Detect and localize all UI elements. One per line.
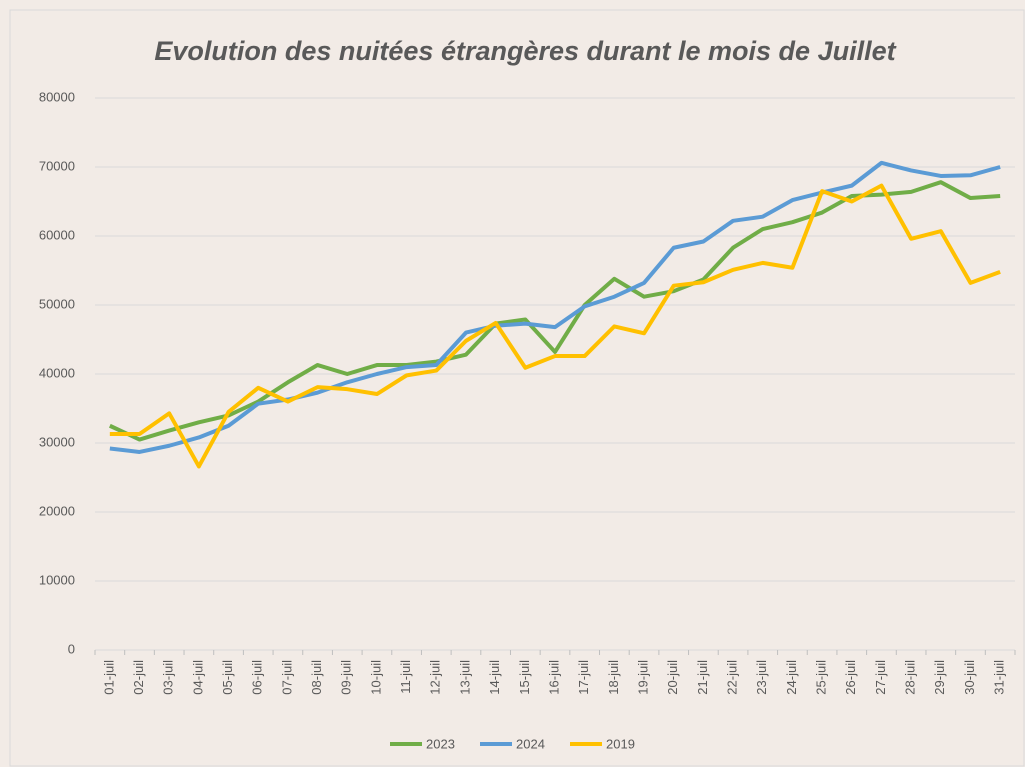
- y-tick-label: 80000: [39, 89, 75, 104]
- x-tick-label: 19-juil: [635, 660, 650, 695]
- x-tick-label: 02-juil: [131, 660, 146, 695]
- x-tick-label: 01-juil: [101, 660, 116, 695]
- x-tick-label: 26-juil: [843, 660, 858, 695]
- x-tick-label: 06-juil: [250, 660, 265, 695]
- x-tick-label: 11-juil: [398, 660, 413, 694]
- x-tick-label: 09-juil: [339, 660, 354, 695]
- x-tick-label: 17-juil: [576, 660, 591, 695]
- x-tick-label: 05-juil: [220, 660, 235, 695]
- x-tick-label: 08-juil: [309, 660, 324, 695]
- series-line: [108, 180, 1001, 442]
- chart-title: Evolution des nuitées étrangères durant …: [154, 36, 896, 66]
- x-tick-label: 18-juil: [606, 660, 621, 695]
- x-tick-label: 15-juil: [517, 660, 532, 695]
- legend-label: 2024: [516, 736, 545, 751]
- x-tick-label: 31-juil: [992, 660, 1007, 695]
- x-tick-label: 03-juil: [161, 660, 176, 695]
- y-tick-label: 0: [68, 641, 75, 656]
- y-tick-label: 70000: [39, 158, 75, 173]
- x-tick-label: 24-juil: [784, 660, 799, 695]
- x-tick-label: 29-juil: [932, 660, 947, 695]
- y-tick-label: 10000: [39, 572, 75, 587]
- y-tick-label: 50000: [39, 296, 75, 311]
- x-tick-label: 23-juil: [754, 660, 769, 695]
- x-tick-label: 07-juil: [279, 660, 294, 695]
- x-tick-label: 13-juil: [457, 660, 472, 695]
- x-tick-label: 10-juil: [368, 660, 383, 695]
- legend-label: 2023: [426, 736, 455, 751]
- legend-label: 2019: [606, 736, 635, 751]
- x-tick-label: 16-juil: [546, 660, 561, 695]
- series-line: [109, 183, 1001, 469]
- x-tick-label: 14-juil: [487, 660, 502, 695]
- x-tick-label: 28-juil: [903, 660, 918, 695]
- y-tick-label: 30000: [39, 434, 75, 449]
- y-tick-label: 60000: [39, 227, 75, 242]
- x-tick-label: 22-juil: [725, 660, 740, 695]
- x-tick-label: 27-juil: [873, 660, 888, 695]
- x-tick-label: 12-juil: [428, 660, 443, 695]
- x-tick-label: 25-juil: [814, 660, 829, 695]
- x-tick-label: 04-juil: [190, 660, 205, 695]
- chart-frame: [9, 9, 1025, 767]
- x-tick-label: 20-juil: [665, 660, 680, 695]
- series-line: [109, 160, 1001, 454]
- y-tick-label: 40000: [39, 365, 75, 380]
- y-tick-label: 20000: [39, 503, 75, 518]
- x-tick-label: 30-juil: [962, 660, 977, 695]
- x-tick-label: 21-juil: [695, 660, 710, 695]
